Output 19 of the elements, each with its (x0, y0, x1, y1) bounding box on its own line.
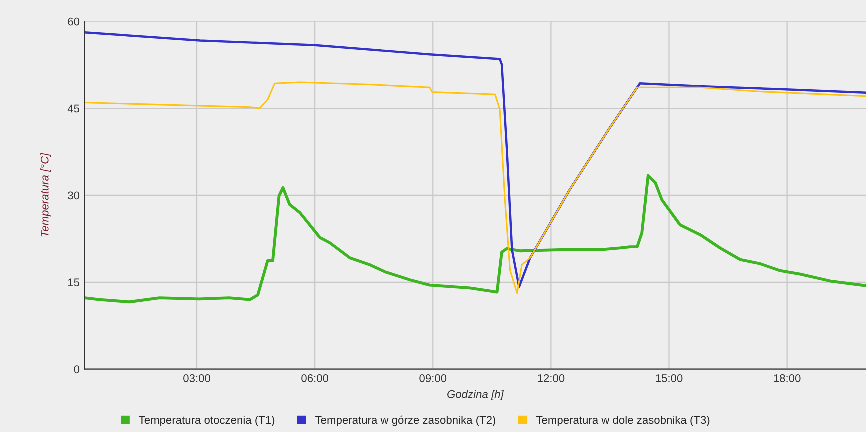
x-tick-label: 18:00 (774, 374, 801, 382)
x-tick-label: 12:00 (538, 374, 565, 382)
legend-label: Temperatura otoczenia (T1) (139, 416, 275, 426)
y-tick-label: 45 (68, 104, 80, 113)
y-tick-label: 60 (68, 18, 80, 26)
line-series (84, 174, 866, 304)
x-tick-label: 15:00 (656, 374, 683, 382)
y-axis-title: Temperatura [°C] (40, 153, 51, 237)
x-tick-label: 09:00 (420, 374, 447, 382)
y-tick-label: 30 (68, 192, 80, 200)
legend-label: Temperatura w górze zasobnika (T2) (316, 416, 496, 426)
legend-label: Temperatura w dole zasobnika (T3) (536, 416, 710, 426)
line-series (84, 82, 866, 294)
y-tick-label: 0 (74, 366, 80, 374)
x-axis-title: Godzina [h] (448, 390, 504, 400)
line-series (84, 32, 866, 288)
y-tick-label: 15 (68, 278, 80, 287)
x-tick-label: 03:00 (184, 374, 210, 382)
x-tick-label: 06:00 (302, 374, 329, 382)
